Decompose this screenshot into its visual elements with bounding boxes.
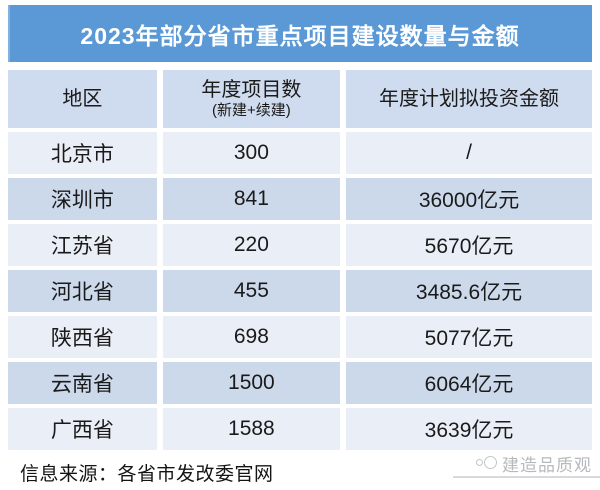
region-cell: 河北省: [8, 270, 157, 312]
table-row: 陕西省 698 5077亿元: [8, 316, 592, 358]
investment-cell: 3485.6亿元: [346, 270, 592, 312]
watermark-logo-icon: [476, 455, 497, 472]
source-note: 信息来源：各省市发改委官网: [20, 464, 274, 485]
projects-cell: 841: [162, 178, 341, 220]
header-investment-label: 年度计划拟投资金额: [379, 87, 560, 110]
table-row: 广西省 1588 3639亿元: [8, 408, 592, 450]
region-cell: 云南省: [8, 362, 157, 404]
projects-cell: 220: [162, 224, 341, 266]
header-projects: 年度项目数 (新建+续建): [162, 70, 341, 128]
watermark-label: 建造品质观: [502, 456, 592, 475]
region-cell: 陕西省: [8, 316, 157, 358]
header-row: 地区 年度项目数 (新建+续建) 年度计划拟投资金额: [8, 70, 592, 128]
table-row: 江苏省 220 5670亿元: [8, 224, 592, 266]
watermark-underline: [453, 476, 600, 478]
region-cell: 广西省: [8, 408, 157, 450]
projects-cell: 455: [162, 270, 341, 312]
watermark: 建造品质观: [476, 451, 592, 476]
region-cell: 北京市: [8, 132, 157, 174]
header-region: 地区: [8, 70, 157, 128]
data-table-wrap: 地区 年度项目数 (新建+续建) 年度计划拟投资金额 北京市 300 /: [2, 66, 598, 454]
data-table: 地区 年度项目数 (新建+续建) 年度计划拟投资金额 北京市 300 /: [2, 66, 598, 454]
table-row: 深圳市 841 36000亿元: [8, 178, 592, 220]
projects-cell: 698: [162, 316, 341, 358]
projects-cell: 300: [162, 132, 341, 174]
investment-cell: 5077亿元: [346, 316, 592, 358]
table-row: 河北省 455 3485.6亿元: [8, 270, 592, 312]
investment-cell: 5670亿元: [346, 224, 592, 266]
header-region-label: 地区: [62, 87, 103, 110]
header-projects-label: 年度项目数: [201, 79, 302, 102]
title-bar: 2023年部分省市重点项目建设数量与金额: [8, 5, 592, 62]
table-row: 北京市 300 /: [8, 132, 592, 174]
investment-cell: /: [346, 132, 592, 174]
header-investment: 年度计划拟投资金额: [346, 70, 592, 128]
header-projects-sublabel: (新建+续建): [211, 102, 291, 120]
projects-cell: 1500: [162, 362, 341, 404]
table-row: 云南省 1500 6064亿元: [8, 362, 592, 404]
investment-cell: 6064亿元: [346, 362, 592, 404]
region-cell: 江苏省: [8, 224, 157, 266]
region-cell: 深圳市: [8, 178, 157, 220]
page-title: 2023年部分省市重点项目建设数量与金额: [80, 22, 520, 49]
investment-cell: 36000亿元: [346, 178, 592, 220]
projects-cell: 1588: [162, 408, 341, 450]
investment-cell: 3639亿元: [346, 408, 592, 450]
